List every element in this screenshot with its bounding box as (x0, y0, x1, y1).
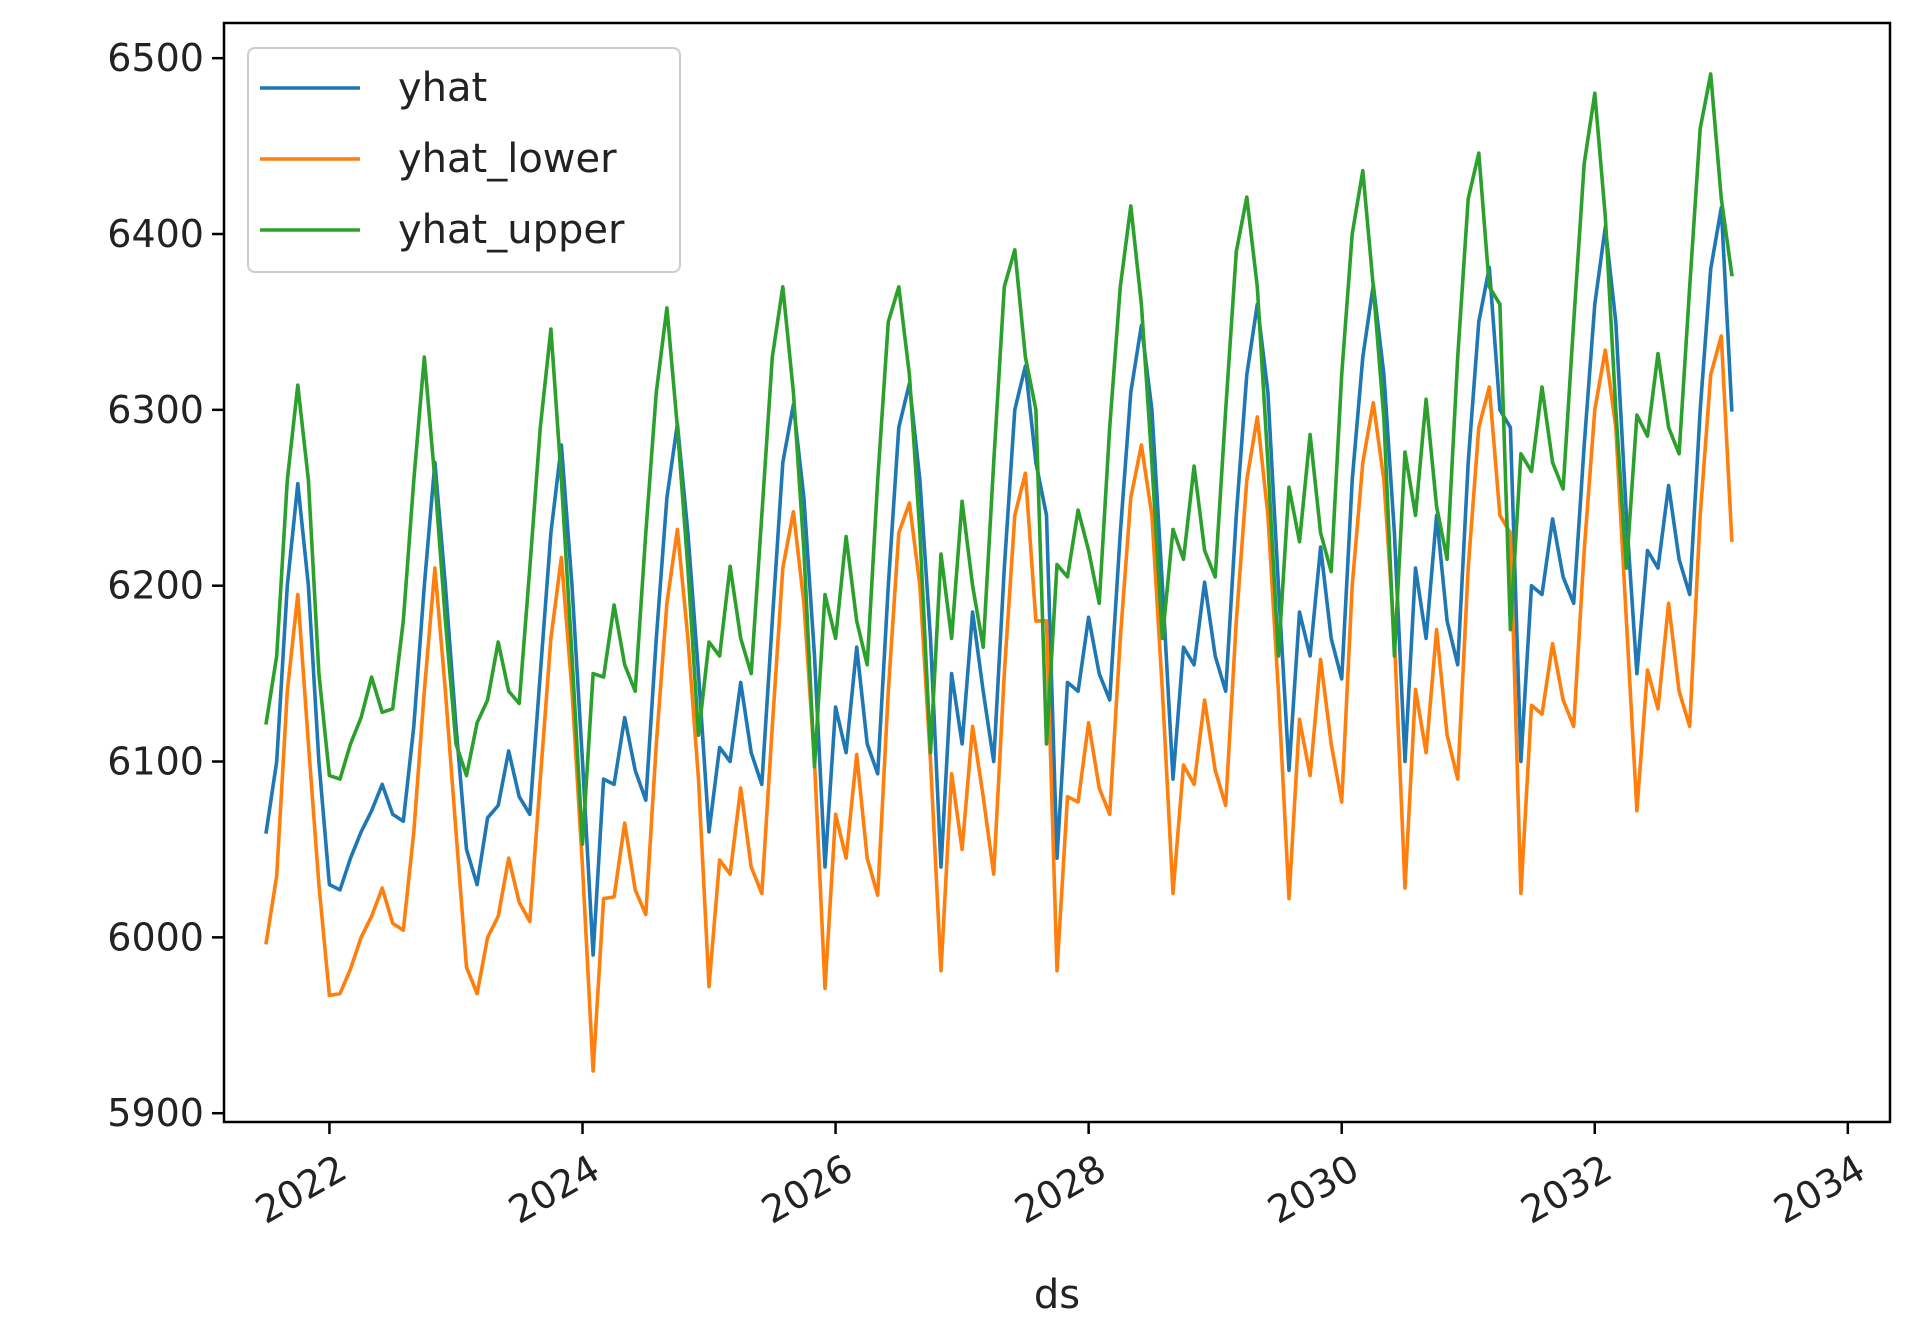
series-line-yhat-lower (264, 334, 1734, 1073)
series-layer (264, 72, 1734, 1073)
series-line-yhat-upper (264, 72, 1734, 847)
y-tick-label: 6100 (107, 740, 204, 784)
y-tick-label: 6500 (107, 36, 204, 80)
y-tick-label: 6000 (107, 915, 204, 959)
legend-label-yhat: yhat (398, 65, 487, 111)
y-tick-label: 6200 (107, 564, 204, 608)
legend-box (247, 47, 681, 273)
x-axis-label: ds (1034, 1272, 1080, 1318)
y-tick-label: 5900 (107, 1091, 204, 1135)
y-tick-label: 6400 (107, 212, 204, 256)
legend-label-yhat-upper: yhat_upper (398, 207, 625, 253)
y-axis: 5900 6000 6100 6200 6300 6400 6500 (107, 36, 224, 1135)
legend-label-yhat-lower: yhat_lower (398, 136, 617, 182)
legend: yhat yhat_lower yhat_upper (247, 47, 681, 273)
y-tick-label: 6300 (107, 388, 204, 432)
plot-frame (222, 21, 1892, 1124)
